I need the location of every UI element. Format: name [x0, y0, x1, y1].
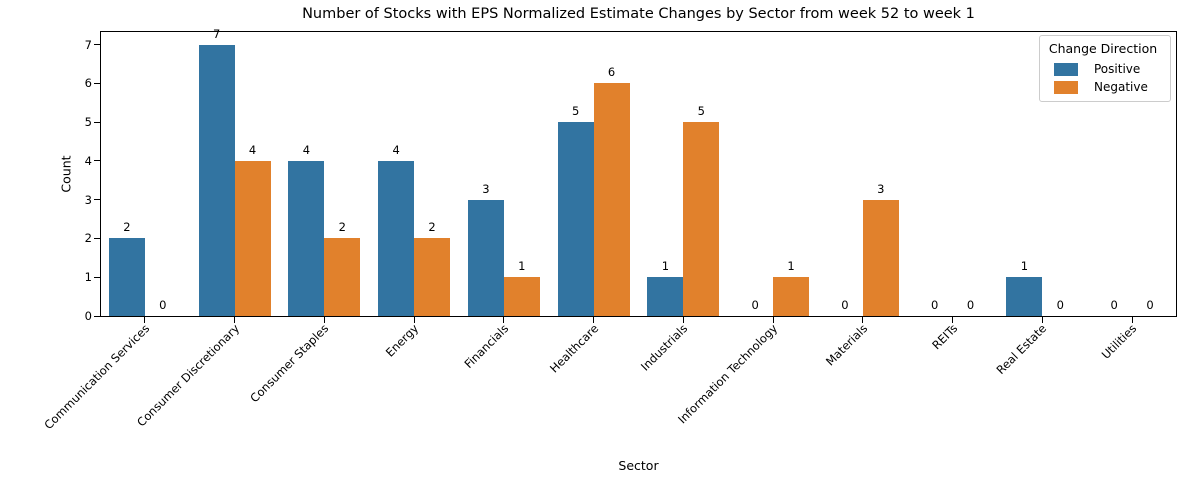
y-tick-mark [94, 199, 100, 201]
bar-positive-consumer-staples [288, 160, 325, 316]
x-tick-mark [862, 317, 864, 323]
bar-value-label-negative-real-estate: 0 [1056, 298, 1064, 312]
bar-positive-healthcare [557, 122, 594, 316]
bar-value-label-positive-reits: 0 [931, 298, 939, 312]
legend-item-positive: Positive [1040, 58, 1166, 76]
bar-positive-real-estate [1006, 277, 1043, 316]
x-tick-mark [952, 317, 954, 323]
y-tick-label: 6 [84, 76, 92, 91]
bar-value-label-positive-communication-services: 2 [123, 220, 131, 235]
bar-value-label-positive-information-technology: 0 [751, 298, 759, 312]
x-tick-mark [503, 317, 505, 323]
y-tick-label: 3 [84, 192, 92, 207]
bar-positive-energy [378, 160, 415, 316]
y-tick-mark [94, 276, 100, 278]
x-tick-mark [323, 317, 325, 323]
bar-positive-consumer-discretionary [198, 44, 235, 316]
bar-value-label-positive-healthcare: 5 [572, 104, 580, 119]
bar-negative-healthcare [593, 83, 630, 316]
legend-item-negative: Negative [1040, 76, 1166, 94]
legend-label-negative: Negative [1094, 80, 1148, 94]
x-tick-mark [144, 317, 146, 323]
legend-swatch-positive [1054, 63, 1078, 76]
x-tick-mark [772, 317, 774, 323]
legend-title: Change Direction [1048, 41, 1158, 56]
legend-label-positive: Positive [1094, 62, 1141, 76]
bar-value-label-negative-financials: 1 [518, 259, 526, 274]
bar-value-label-positive-materials: 0 [841, 298, 849, 312]
bar-value-label-negative-utilities: 0 [1146, 298, 1154, 312]
bar-value-label-positive-real-estate: 1 [1020, 259, 1029, 274]
x-tick-mark [234, 317, 236, 323]
y-tick-mark [94, 121, 100, 123]
y-tick-mark [94, 160, 100, 162]
x-tick-mark [413, 317, 415, 323]
bar-value-label-negative-materials: 3 [877, 181, 885, 196]
y-tick-mark [94, 237, 100, 239]
bar-value-label-negative-communication-services: 0 [159, 298, 167, 312]
bar-value-label-positive-consumer-discretionary: 7 [213, 26, 221, 41]
bar-negative-consumer-staples [324, 238, 361, 316]
y-tick-label: 7 [84, 37, 92, 52]
y-tick-label: 2 [84, 231, 92, 246]
y-tick-label: 4 [84, 153, 92, 168]
x-tick-mark [1041, 317, 1043, 323]
y-tick-mark [94, 82, 100, 84]
bar-negative-financials [503, 277, 540, 316]
bar-negative-energy [414, 238, 451, 316]
bar-negative-materials [862, 199, 899, 316]
x-tick-mark [1131, 317, 1133, 323]
x-tick-mark [682, 317, 684, 323]
bar-negative-information-technology [773, 277, 810, 316]
chart-title: Number of Stocks with EPS Normalized Est… [302, 6, 975, 22]
y-tick-mark [94, 44, 100, 46]
bar-value-label-negative-energy: 2 [428, 220, 436, 235]
bar-value-label-negative-reits: 0 [966, 298, 975, 312]
bar-positive-financials [467, 199, 504, 316]
y-tick-label: 1 [84, 270, 92, 285]
bar-value-label-negative-consumer-discretionary: 4 [248, 142, 257, 157]
bar-value-label-negative-information-technology: 1 [787, 259, 795, 274]
bar-positive-communication-services [108, 238, 145, 316]
bar-value-label-negative-healthcare: 6 [607, 65, 616, 80]
bar-value-label-positive-consumer-staples: 4 [302, 142, 311, 157]
bar-value-label-negative-consumer-staples: 2 [338, 220, 346, 235]
bar-value-label-positive-financials: 3 [482, 181, 490, 196]
legend-swatch-negative [1054, 81, 1078, 94]
y-tick-label: 5 [84, 115, 92, 130]
x-tick-mark [593, 317, 595, 323]
x-axis-label: Sector [618, 458, 659, 473]
bar-negative-industrials [683, 122, 720, 316]
y-tick-mark [94, 315, 100, 317]
y-tick-label: 0 [84, 309, 92, 323]
bar-value-label-positive-utilities: 0 [1110, 298, 1118, 312]
bar-positive-industrials [647, 277, 684, 316]
bar-negative-consumer-discretionary [234, 160, 271, 316]
bar-value-label-positive-energy: 4 [392, 142, 400, 157]
bar-value-label-positive-industrials: 1 [661, 259, 670, 274]
legend: Change Direction Positive Negative [1039, 35, 1171, 102]
bar-value-label-negative-industrials: 5 [697, 104, 705, 119]
